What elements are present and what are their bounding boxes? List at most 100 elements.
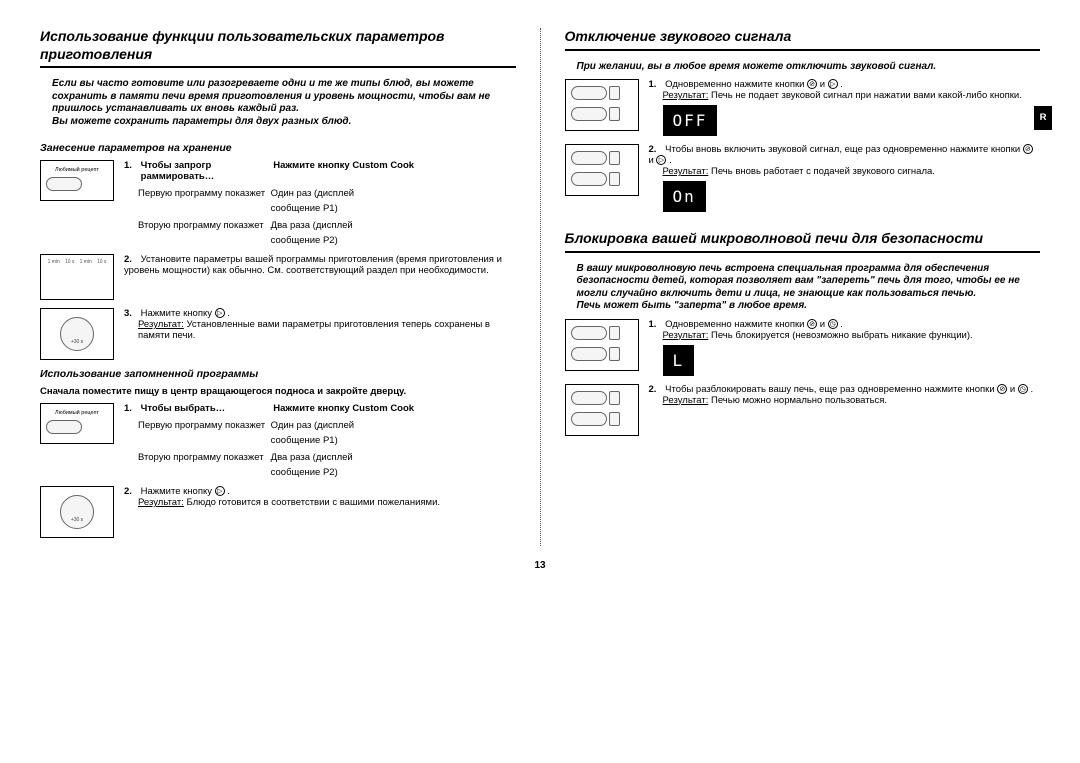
col-header-a: Чтобы выбрать… [141,403,271,414]
result-text: Печь блокируется (невозможно выбрать ник… [708,330,972,341]
step-1-body: 1. Чтобы запрогр раммировать… Нажмите кн… [124,160,516,246]
two-button-diagram [565,319,639,371]
start-icon: ▷ [215,308,225,318]
intro-text-2: Вы можете сохранить параметры для двух р… [52,116,351,127]
section-2-title: Использование запомненной программы [40,368,516,380]
custom-button-icon: Любимый рецепт [45,408,109,418]
start-button-icon [60,317,94,351]
use-step-2-body: 2. Нажмите кнопку ▷ . Результат: Блюдо г… [124,486,516,508]
result-text: Печь не подает звуковой сигнал при нажат… [708,90,1022,101]
left-title: Использование функции пользовательских п… [40,28,516,68]
col-header-b: Нажмите кнопку Custom Cook [273,403,423,414]
result-label: Результат: [138,319,184,330]
step-1-row: Любимый рецепт 1. Чтобы запрогр раммиров… [40,160,516,246]
result-text: Печью можно нормально пользоваться. [708,395,887,406]
thumb-2: 1 min10 s1 min10 s [40,254,114,300]
right-intro-2: В вашу микроволновую печь встроена специ… [565,263,1041,319]
stop-icon: ⊘ [807,79,817,89]
thumb-a1 [565,79,639,131]
section-1-title: Занесение параметров на хранение [40,142,516,154]
display-lock: L [663,345,695,376]
step-2-body: 2. Установите параметры вашей программы … [124,254,516,276]
thumb-b1 [565,319,639,371]
clock-icon: ◷ [1018,384,1028,394]
intro-text: Если вы часто готовите или разогреваете … [52,78,490,114]
step-num: 2. [649,144,663,155]
pill-button-icon [571,326,607,340]
two-button-diagram [565,384,639,436]
pill-button-icon [571,391,607,405]
left-column: Использование функции пользовательских п… [40,28,516,546]
pill-button-icon [571,412,607,426]
step-text: Нажмите кнопку [141,486,215,497]
step-text: Чтобы разблокировать вашу печь, еще раз … [665,384,997,395]
step-num: 2. [649,384,663,395]
thumb-u2 [40,486,114,538]
step-text: Чтобы вновь включить звуковой сигнал, ещ… [665,144,1023,155]
small-button-icon [609,107,620,121]
stop-icon: ⊘ [997,384,1007,394]
cell: сообщение P1) [271,435,421,446]
start-button-icon [60,495,94,529]
section-2-intro: Сначала поместите пищу в центр вращающег… [40,386,516,397]
small-button-icon [609,391,620,405]
small-button-icon [609,412,620,426]
stop-icon: ⊘ [807,319,817,329]
lock-step-1-body: 1. Одновременно нажмите кнопки ⊘ и ◷ . Р… [649,319,1041,376]
step-num: 1. [649,319,663,330]
thumb-a2 [565,144,639,196]
thumb-u1: Любимый рецепт [40,403,114,444]
col-header-a: Чтобы запрогр раммировать… [141,160,271,182]
panel-diagram: 1 min10 s1 min10 s [40,254,114,300]
col-header-b: Нажмите кнопку Custom Cook [273,160,423,171]
sound-step-1: 1. Одновременно нажмите кнопки ⊘ и ▷ . Р… [565,79,1041,136]
button-diagram: Любимый рецепт [40,160,114,201]
clock-icon: ◷ [828,319,838,329]
cell: сообщение P2) [271,235,421,246]
cell: Первую программу показжет [138,420,268,431]
dial-row-icon: 1 min10 s1 min10 s [45,259,109,265]
use-step-1-body: 1. Чтобы выбрать… Нажмите кнопку Custom … [124,403,516,478]
right-column: Отключение звукового сигнала При желании… [565,28,1041,546]
small-button-icon [609,86,620,100]
pill-button-icon [571,172,607,186]
stop-icon: ⊘ [1023,144,1033,154]
result-label: Результат: [663,395,709,406]
sound-step-2: 2. Чтобы вновь включить звуковой сигнал,… [565,144,1041,212]
step-3-body: 3. Нажмите кнопку ▷ . Результат: Установ… [124,308,516,341]
step-text: и [817,319,828,330]
start-button-diagram [40,308,114,360]
lock-step-1: 1. Одновременно нажмите кнопки ⊘ и ◷ . Р… [565,319,1041,376]
display-off: OFF [663,105,718,136]
small-button-icon [609,347,620,361]
sound-step-1-body: 1. Одновременно нажмите кнопки ⊘ и ▷ . Р… [649,79,1041,136]
cell: Один раз (дисплей [271,188,421,199]
thumb-3 [40,308,114,360]
lock-step-2-body: 2. Чтобы разблокировать вашу печь, еще р… [649,384,1041,406]
step-text: Одновременно нажмите кнопки [665,79,807,90]
step-text: и [817,79,828,90]
right-title-2: Блокировка вашей микроволновой печи для … [565,230,1041,253]
pill-button-icon [571,151,607,165]
start-icon: ▷ [656,155,666,165]
step-num: 1. [124,160,138,171]
cell: Два раза (дисплей [271,452,421,463]
custom-button-icon: Любимый рецепт [45,165,109,175]
two-button-diagram [565,79,639,131]
button-diagram: Любимый рецепт [40,403,114,444]
sound-step-2-body: 2. Чтобы вновь включить звуковой сигнал,… [649,144,1041,212]
result-label: Результат: [663,330,709,341]
step-text: и [1007,384,1018,395]
page-content: Использование функции пользовательских п… [40,28,1040,546]
small-button-icon [609,172,620,186]
right-intro-1: При желании, вы в любое время можете отк… [565,61,1041,80]
use-step-2-row: 2. Нажмите кнопку ▷ . Результат: Блюдо г… [40,486,516,538]
cell: Первую программу показжет [138,188,268,199]
cell: Вторую программу показжет [138,452,268,463]
step-num: 1. [649,79,663,90]
step-num: 1. [124,403,138,414]
column-divider [540,28,541,546]
result-text: Установленные вами параметры приготовлен… [138,319,490,341]
step-num: 3. [124,308,138,319]
two-button-diagram [565,144,639,196]
